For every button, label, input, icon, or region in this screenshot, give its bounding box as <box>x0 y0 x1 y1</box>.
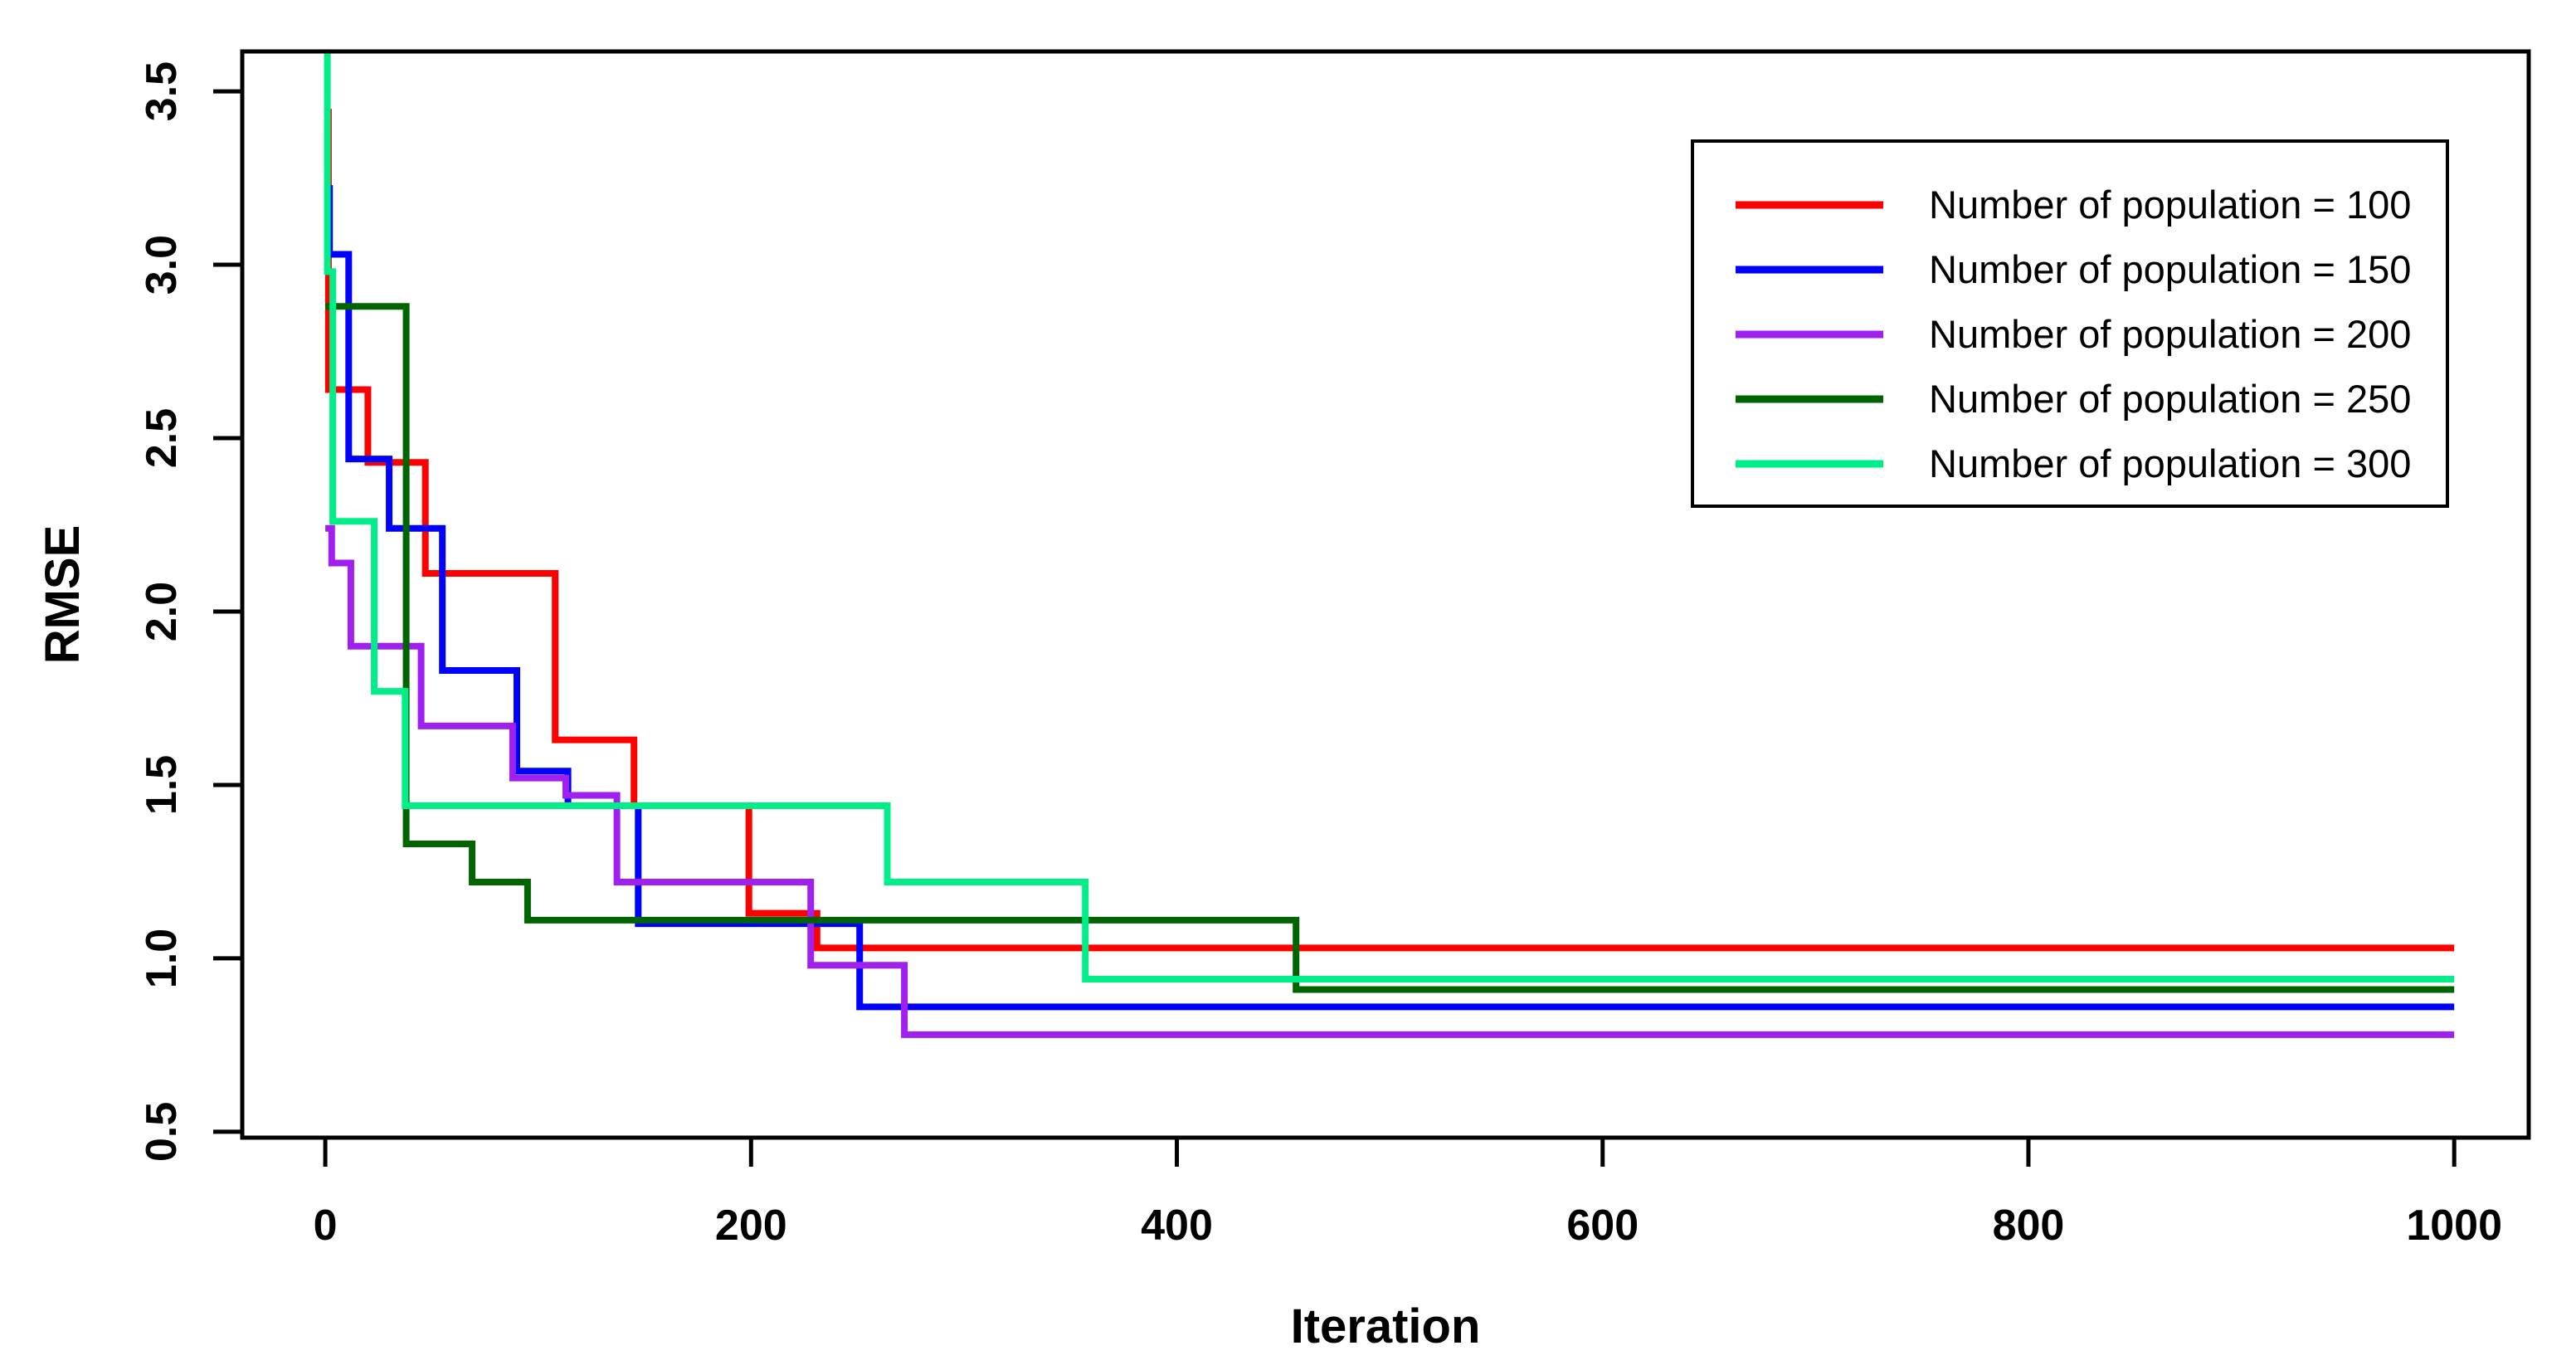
y-axis-tick-label: 0.5 <box>138 1102 186 1162</box>
x-axis-tick-label: 400 <box>1141 1202 1213 1250</box>
y-axis-title: RMSE <box>36 525 90 665</box>
legend: Number of population = 100 Number of popu… <box>1691 139 2449 508</box>
series-line-3 <box>325 524 2455 1038</box>
legend-label: Number of population = 250 <box>1929 377 2411 421</box>
series-layer <box>324 51 2455 1038</box>
legend-label: Number of population = 100 <box>1929 183 2411 227</box>
y-axis-tick-label: 3.0 <box>138 235 186 295</box>
series-line-5 <box>324 51 2455 982</box>
y-axis-tick-label: 2.5 <box>138 408 186 468</box>
plot-frame <box>240 49 2531 1140</box>
legend-label: Number of population = 150 <box>1929 247 2411 291</box>
legend-label: Number of population = 200 <box>1929 312 2411 356</box>
x-axis-tick-label: 0 <box>314 1202 338 1250</box>
legend-entry: Number of population = 250 <box>1736 377 2411 421</box>
x-axis-title: Iteration <box>1291 1299 1481 1353</box>
y-axis-tick-label: 1.5 <box>138 755 186 815</box>
y-axis-tick-label: 2.0 <box>138 582 186 641</box>
legend-entry: Number of population = 300 <box>1736 441 2411 485</box>
x-axis-tick-label: 600 <box>1566 1202 1639 1250</box>
legend-label: Number of population = 300 <box>1929 441 2411 485</box>
legend-entry: Number of population = 150 <box>1736 247 2411 291</box>
y-axis-tick-label: 3.5 <box>138 61 186 121</box>
legend-entry: Number of population = 100 <box>1736 183 2411 227</box>
series-line-2 <box>325 185 2455 1011</box>
series-line-4 <box>325 303 2455 993</box>
y-axis-tick-label: 1.0 <box>138 929 186 988</box>
x-axis-tick-label: 200 <box>715 1202 787 1250</box>
legend-entry: Number of population = 200 <box>1736 312 2411 356</box>
x-axis-tick-label: 1000 <box>2406 1202 2502 1250</box>
x-axis-tick-label: 800 <box>1993 1202 2065 1250</box>
legend-box <box>1691 139 2449 508</box>
